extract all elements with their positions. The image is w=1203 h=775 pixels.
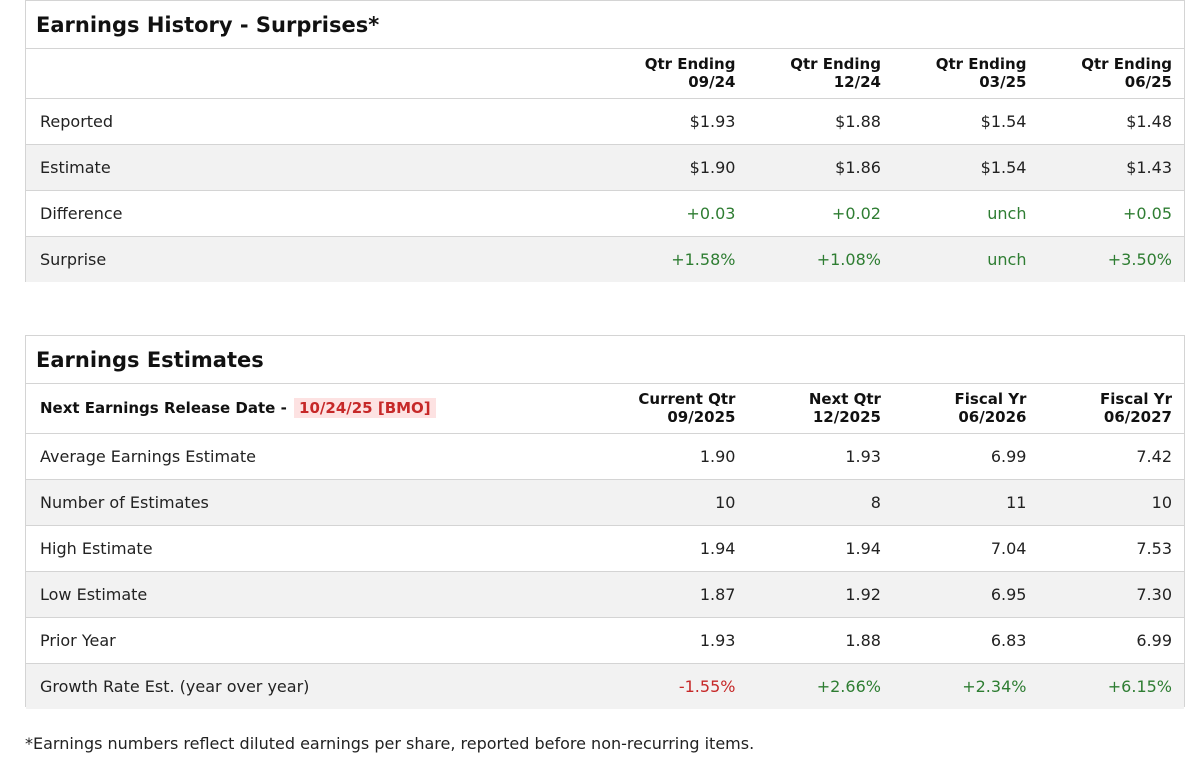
column-header: Current Qtr 09/2025 xyxy=(601,384,748,434)
table-cell: 6.99 xyxy=(892,433,1039,480)
table-cell: +6.15% xyxy=(1038,663,1184,709)
earnings-estimates-table: Next Earnings Release Date - 10/24/25 [B… xyxy=(26,384,1184,709)
table-cell: +0.02 xyxy=(747,190,893,237)
column-header-line2: 06/2027 xyxy=(1103,408,1172,427)
table-cell: $1.54 xyxy=(892,98,1039,145)
table-row: Surprise +1.58% +1.08% unch +3.50% xyxy=(26,236,1184,282)
release-date-badge: 10/24/25 [BMO] xyxy=(294,398,436,419)
table-cell: $1.54 xyxy=(892,144,1039,191)
table-cell: 7.42 xyxy=(1038,433,1184,480)
row-label: Reported xyxy=(26,98,602,145)
table-cell: unch xyxy=(892,236,1039,282)
next-release-date-header: Next Earnings Release Date - 10/24/25 [B… xyxy=(26,384,602,434)
column-header-line2: 12/24 xyxy=(833,73,881,92)
column-header-label xyxy=(26,49,602,99)
earnings-history-table: Qtr Ending 09/24 Qtr Ending 12/24 Qtr Endi… xyxy=(26,49,1184,282)
column-header-line1: Fiscal Yr xyxy=(954,390,1027,409)
earnings-history-panel: Earnings History - Surprises* Qtr Ending… xyxy=(25,0,1185,282)
earnings-history-title: Earnings History - Surprises* xyxy=(26,1,1184,49)
table-cell: $1.86 xyxy=(747,144,893,191)
column-header: Qtr Ending 06/25 xyxy=(1038,49,1184,99)
table-header-row: Qtr Ending 09/24 Qtr Ending 12/24 Qtr Endi… xyxy=(26,49,1184,99)
table-row: Average Earnings Estimate 1.90 1.93 6.99… xyxy=(26,433,1184,480)
table-cell: 6.95 xyxy=(892,571,1039,618)
row-label: Difference xyxy=(26,190,602,237)
table-cell: 10 xyxy=(1038,479,1184,526)
table-cell: unch xyxy=(892,190,1039,237)
table-row: Low Estimate 1.87 1.92 6.95 7.30 xyxy=(26,571,1184,618)
table-cell: 1.88 xyxy=(747,617,893,664)
table-row: Prior Year 1.93 1.88 6.83 6.99 xyxy=(26,617,1184,664)
table-row: Number of Estimates 10 8 11 10 xyxy=(26,479,1184,526)
table-cell: $1.93 xyxy=(601,98,748,145)
table-cell: 11 xyxy=(892,479,1039,526)
table-cell: 7.04 xyxy=(892,525,1039,572)
table-row: Reported $1.93 $1.88 $1.54 $1.48 xyxy=(26,98,1184,145)
table-row: High Estimate 1.94 1.94 7.04 7.53 xyxy=(26,525,1184,572)
release-date-label: Next Earnings Release Date - xyxy=(40,399,287,418)
earnings-estimates-title: Earnings Estimates xyxy=(26,336,1184,384)
column-header: Fiscal Yr 06/2027 xyxy=(1038,384,1184,434)
column-header-line1: Fiscal Yr xyxy=(1100,390,1172,409)
column-header: Fiscal Yr 06/2026 xyxy=(892,384,1039,434)
column-header-line1: Qtr Ending xyxy=(935,55,1027,74)
table-cell: 10 xyxy=(601,479,748,526)
row-label: Average Earnings Estimate xyxy=(26,433,602,480)
table-cell: 1.94 xyxy=(747,525,893,572)
column-header-line2: 06/2026 xyxy=(958,408,1027,427)
column-header: Next Qtr 12/2025 xyxy=(747,384,893,434)
table-cell: +0.03 xyxy=(601,190,748,237)
table-cell: $1.90 xyxy=(601,144,748,191)
column-header-line2: 12/2025 xyxy=(812,408,881,427)
table-cell: +2.34% xyxy=(892,663,1039,709)
table-header-row: Next Earnings Release Date - 10/24/25 [B… xyxy=(26,384,1184,434)
table-cell: 1.93 xyxy=(747,433,893,480)
table-cell: +0.05 xyxy=(1038,190,1184,237)
column-header-line2: 09/2025 xyxy=(667,408,736,427)
column-header-line1: Qtr Ending xyxy=(790,55,881,74)
column-header-line2: 03/25 xyxy=(979,73,1027,92)
table-cell: $1.88 xyxy=(747,98,893,145)
earnings-estimates-panel: Earnings Estimates Next Earnings Release… xyxy=(25,335,1185,709)
table-cell: 6.83 xyxy=(892,617,1039,664)
row-label: Low Estimate xyxy=(26,571,602,618)
table-row: Growth Rate Est. (year over year) -1.55%… xyxy=(26,663,1184,709)
column-header-line1: Qtr Ending xyxy=(1081,55,1172,74)
table-cell: +1.58% xyxy=(601,236,748,282)
column-header: Qtr Ending 09/24 xyxy=(601,49,748,99)
table-cell: 6.99 xyxy=(1038,617,1184,664)
column-header-line2: 06/25 xyxy=(1124,73,1172,92)
table-cell: $1.48 xyxy=(1038,98,1184,145)
table-cell: +3.50% xyxy=(1038,236,1184,282)
table-cell: 8 xyxy=(747,479,893,526)
column-header-line1: Next Qtr xyxy=(808,390,881,409)
table-cell: -1.55% xyxy=(601,663,748,709)
row-label: Estimate xyxy=(26,144,602,191)
column-header-line2: 09/24 xyxy=(688,73,736,92)
table-cell: 1.93 xyxy=(601,617,748,664)
row-label: Surprise xyxy=(26,236,602,282)
column-header: Qtr Ending 03/25 xyxy=(892,49,1039,99)
row-label: High Estimate xyxy=(26,525,602,572)
row-label: Prior Year xyxy=(26,617,602,664)
column-header-line1: Qtr Ending xyxy=(644,55,736,74)
column-header: Qtr Ending 12/24 xyxy=(747,49,893,99)
table-cell: 7.53 xyxy=(1038,525,1184,572)
table-cell: 7.30 xyxy=(1038,571,1184,618)
row-label: Growth Rate Est. (year over year) xyxy=(26,663,602,709)
table-cell: 1.90 xyxy=(601,433,748,480)
table-row: Estimate $1.90 $1.86 $1.54 $1.43 xyxy=(26,144,1184,191)
table-cell: 1.94 xyxy=(601,525,748,572)
table-cell: $1.43 xyxy=(1038,144,1184,191)
row-label: Number of Estimates xyxy=(26,479,602,526)
table-cell: +1.08% xyxy=(747,236,893,282)
column-header-line1: Current Qtr xyxy=(638,390,736,409)
table-cell: 1.92 xyxy=(747,571,893,618)
footnote: *Earnings numbers reflect diluted earnin… xyxy=(25,734,755,753)
table-cell: 1.87 xyxy=(601,571,748,618)
table-row: Difference +0.03 +0.02 unch +0.05 xyxy=(26,190,1184,237)
table-cell: +2.66% xyxy=(747,663,893,709)
